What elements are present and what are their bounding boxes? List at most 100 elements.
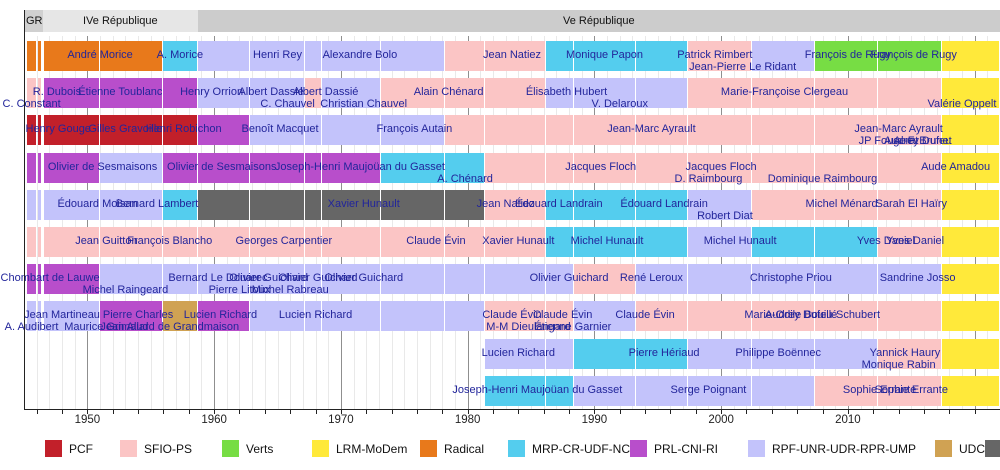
mandate-bar[interactable] <box>636 115 688 146</box>
mandate-bar[interactable] <box>444 227 485 257</box>
mandate-bar[interactable] <box>878 115 941 146</box>
mandate-bar[interactable] <box>485 227 546 257</box>
mandate-bar[interactable] <box>444 115 485 146</box>
mandate-bar[interactable] <box>814 152 878 183</box>
mandate-bar[interactable] <box>44 41 100 71</box>
mandate-bar[interactable] <box>321 115 381 146</box>
mandate-bar[interactable] <box>878 227 941 257</box>
mandate-bar[interactable] <box>321 189 381 220</box>
mandate-bar[interactable] <box>197 189 249 220</box>
mandate-bar[interactable] <box>321 78 381 109</box>
mandate-bar[interactable] <box>37 152 41 183</box>
mandate-bar[interactable] <box>163 41 197 71</box>
mandate-bar[interactable] <box>751 41 814 71</box>
mandate-bar[interactable] <box>100 227 163 257</box>
mandate-bar[interactable] <box>941 375 999 406</box>
mandate-bar[interactable] <box>305 301 321 332</box>
mandate-bar[interactable] <box>688 264 751 295</box>
mandate-bar[interactable] <box>941 338 999 369</box>
mandate-bar[interactable] <box>878 264 941 295</box>
legend-item[interactable]: LRM-MoDem <box>312 440 407 457</box>
mandate-bar[interactable] <box>249 189 305 220</box>
mandate-bar[interactable] <box>305 41 321 71</box>
mandate-bar[interactable] <box>636 227 688 257</box>
mandate-bar[interactable] <box>485 375 546 406</box>
mandate-bar[interactable] <box>546 41 574 71</box>
mandate-bar[interactable] <box>814 375 878 406</box>
mandate-bar[interactable] <box>197 301 249 332</box>
mandate-bar[interactable] <box>381 115 444 146</box>
mandate-bar[interactable] <box>26 227 36 257</box>
mandate-bar[interactable] <box>249 78 305 109</box>
mandate-bar[interactable] <box>26 41 36 71</box>
legend-item[interactable]: MRP-CR-UDF-NC <box>508 440 630 457</box>
mandate-bar[interactable] <box>941 301 999 332</box>
mandate-bar[interactable] <box>381 227 444 257</box>
mandate-bar[interactable] <box>814 227 878 257</box>
mandate-bar[interactable] <box>305 189 321 220</box>
mandate-bar[interactable] <box>444 301 485 332</box>
mandate-bar[interactable] <box>636 78 688 109</box>
mandate-bar[interactable] <box>751 78 814 109</box>
mandate-bar[interactable] <box>381 152 444 183</box>
mandate-bar[interactable] <box>941 152 999 183</box>
mandate-bar[interactable] <box>546 115 574 146</box>
mandate-bar[interactable] <box>751 301 814 332</box>
mandate-bar[interactable] <box>878 189 941 220</box>
mandate-bar[interactable] <box>688 78 751 109</box>
mandate-bar[interactable] <box>37 41 41 71</box>
mandate-bar[interactable] <box>100 301 163 332</box>
mandate-bar[interactable] <box>163 227 197 257</box>
mandate-bar[interactable] <box>941 264 999 295</box>
mandate-bar[interactable] <box>485 152 546 183</box>
mandate-bar[interactable] <box>197 115 249 146</box>
mandate-bar[interactable] <box>574 78 636 109</box>
mandate-bar[interactable] <box>381 41 444 71</box>
mandate-bar[interactable] <box>249 152 305 183</box>
mandate-bar[interactable] <box>444 152 485 183</box>
mandate-bar[interactable] <box>305 78 321 109</box>
mandate-bar[interactable] <box>546 264 574 295</box>
mandate-bar[interactable] <box>444 189 485 220</box>
mandate-bar[interactable] <box>305 115 321 146</box>
mandate-bar[interactable] <box>636 41 688 71</box>
legend-item[interactable] <box>985 440 1000 457</box>
mandate-bar[interactable] <box>249 41 305 71</box>
mandate-bar[interactable] <box>444 264 485 295</box>
mandate-bar[interactable] <box>321 301 381 332</box>
mandate-bar[interactable] <box>37 301 41 332</box>
mandate-bar[interactable] <box>878 338 941 369</box>
mandate-bar[interactable] <box>814 264 878 295</box>
mandate-bar[interactable] <box>636 375 688 406</box>
mandate-bar[interactable] <box>574 41 636 71</box>
mandate-bar[interactable] <box>44 189 100 220</box>
mandate-bar[interactable] <box>485 115 546 146</box>
mandate-bar[interactable] <box>878 41 941 71</box>
mandate-bar[interactable] <box>197 264 249 295</box>
mandate-bar[interactable] <box>751 264 814 295</box>
mandate-bar[interactable] <box>100 115 163 146</box>
mandate-bar[interactable] <box>37 189 41 220</box>
mandate-bar[interactable] <box>636 301 688 332</box>
mandate-bar[interactable] <box>688 189 751 220</box>
mandate-bar[interactable] <box>444 41 485 71</box>
mandate-bar[interactable] <box>305 152 321 183</box>
mandate-bar[interactable] <box>688 41 751 71</box>
mandate-bar[interactable] <box>100 78 163 109</box>
mandate-bar[interactable] <box>814 189 878 220</box>
mandate-bar[interactable] <box>688 115 751 146</box>
mandate-bar[interactable] <box>751 375 814 406</box>
mandate-bar[interactable] <box>485 41 546 71</box>
mandate-bar[interactable] <box>37 78 41 109</box>
mandate-bar[interactable] <box>249 301 305 332</box>
mandate-bar[interactable] <box>249 115 305 146</box>
mandate-bar[interactable] <box>249 264 305 295</box>
mandate-bar[interactable] <box>636 152 688 183</box>
mandate-bar[interactable] <box>751 115 814 146</box>
mandate-bar[interactable] <box>26 189 36 220</box>
mandate-bar[interactable] <box>688 227 751 257</box>
mandate-bar[interactable] <box>321 41 381 71</box>
mandate-bar[interactable] <box>44 264 100 295</box>
mandate-bar[interactable] <box>321 152 381 183</box>
mandate-bar[interactable] <box>381 301 444 332</box>
